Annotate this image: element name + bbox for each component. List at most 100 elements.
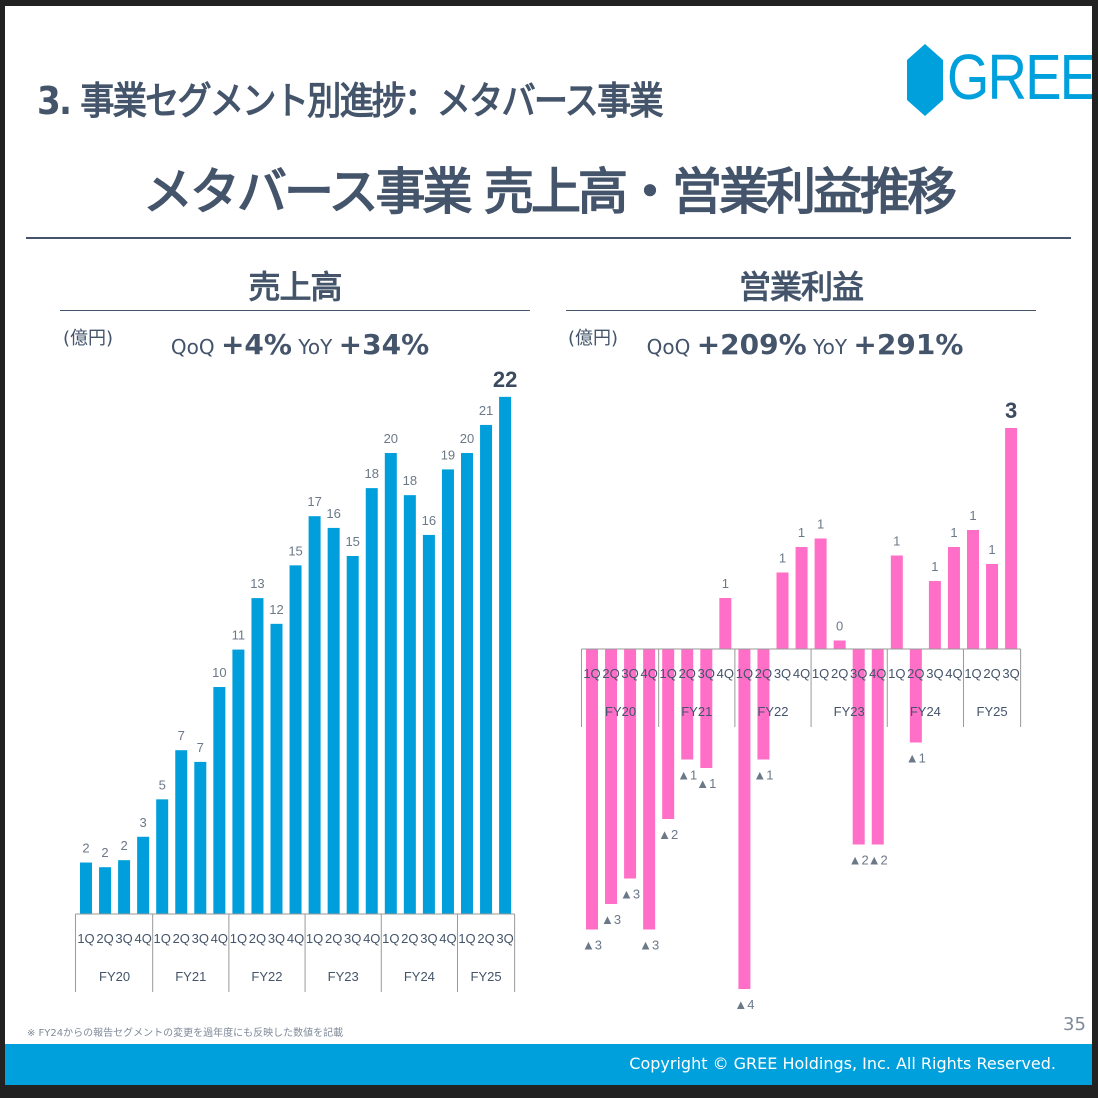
data-label: 1 [988,542,995,557]
fiscal-year-label: FY20 [605,704,636,719]
revenue-title-rule [60,310,530,311]
profit-unit: (億円) [568,328,619,349]
bar [403,495,416,914]
bar [289,565,302,914]
quarter-tick-label: 4Q [793,666,810,681]
quarter-tick-label: 1Q [888,666,905,681]
page-number: 35 [1063,1014,1086,1035]
quarter-tick-label: 4Q [134,931,151,946]
quarter-tick-label: 4Q [363,931,380,946]
data-label: 2 [120,838,127,853]
data-label: 3 [1005,398,1017,423]
fiscal-year-label: FY22 [757,704,788,719]
data-label: 1 [950,525,957,540]
data-label: ▲1 [696,776,716,791]
data-label: 7 [197,740,204,755]
quarter-tick-label: 2Q [477,931,494,946]
bar [890,555,903,649]
quarter-tick-label: 3Q [496,931,513,946]
quarter-tick-label: 2Q [983,666,1000,681]
page-title: メタバース事業 売上高・営業利益推移 [143,163,957,221]
data-label: ▲3 [639,938,659,953]
bar [643,649,656,930]
bar [871,649,884,845]
data-label: ▲1 [906,751,926,766]
copyright: Copyright © GREE Holdings, Inc. All Righ… [629,1054,1056,1073]
fiscal-year-label: FY20 [99,969,130,984]
bar [365,488,378,914]
bar [986,564,999,649]
data-label: 1 [798,525,805,540]
quarter-tick-label: 4Q [717,666,734,681]
qoq-value: +209% [696,328,807,361]
bar [662,649,675,819]
quarter-tick-label: 4Q [945,666,962,681]
data-label: 16 [422,513,436,528]
quarter-tick-label: 1Q [660,666,677,681]
bar [232,649,245,914]
quarter-tick-label: 2Q [602,666,619,681]
slide: 3. 事業セグメント別進捗：メタバース事業 GREE メタバース事業 売上高・営… [5,6,1092,1085]
quarter-tick-label: 2Q [96,931,113,946]
bar [118,860,131,914]
quarter-tick-label: 3Q [621,666,638,681]
quarter-tick-label: 3Q [1002,666,1019,681]
quarter-tick-label: 2Q [401,931,418,946]
data-label: 22 [493,367,517,392]
bar [833,640,846,649]
bar [461,453,473,914]
footnote: ※ FY24からの報告セグメントの変更を過年度にも反映した数値を記載 [27,1028,344,1039]
data-label: ▲3 [582,938,602,953]
qoq-value: +4% [220,328,292,361]
data-label: 12 [269,602,283,617]
yoy-value: +34% [338,328,430,361]
data-label: ▲2 [868,853,888,868]
bar [852,649,865,845]
fiscal-year-label: FY21 [681,704,712,719]
quarter-tick-label: 4Q [439,931,456,946]
profit-chart-title: 営業利益 [738,268,864,306]
bar [251,598,264,914]
quarter-tick-label: 2Q [249,931,266,946]
hexagon-logo-icon [907,44,943,116]
data-label: 1 [969,508,976,523]
data-label: ▲2 [849,853,869,868]
data-label: 18 [365,466,379,481]
quarter-tick-label: 3Q [268,931,285,946]
bar [308,516,321,914]
quarter-tick-label: 2Q [325,931,342,946]
bar [156,799,169,914]
quarter-tick-label: 3Q [115,931,132,946]
fiscal-year-label: FY25 [977,704,1008,719]
bar [213,687,226,914]
data-label: ▲1 [677,768,697,783]
quarter-tick-label: 3Q [344,931,361,946]
data-label: 1 [893,534,900,549]
footer-bar: Copyright © GREE Holdings, Inc. All Righ… [5,1044,1092,1085]
section-title: 3. 事業セグメント別進捗：メタバース事業 [37,79,664,123]
quarter-tick-label: 3Q [192,931,209,946]
data-label: 20 [384,431,398,446]
data-label: 5 [159,777,166,792]
quarter-tick-label: 4Q [211,931,228,946]
profit-growth: QoQ +209% YoY +291% [630,328,980,361]
data-label: 7 [178,728,185,743]
data-label: 11 [232,628,246,643]
bar [967,530,979,649]
quarter-tick-label: 1Q [77,931,94,946]
bar [1005,428,1018,649]
bar [738,649,751,989]
fiscal-year-label: FY24 [910,704,941,719]
quarter-tick-label: 3Q [850,666,867,681]
quarter-tick-label: 2Q [907,666,924,681]
yoy-label: YoY [813,335,848,359]
data-label: 15 [288,543,302,558]
bar [681,649,694,760]
bar [757,649,770,760]
quarter-tick-label: 1Q [583,666,600,681]
data-label: 3 [140,815,147,830]
quarter-tick-label: 1Q [458,931,475,946]
data-label: 15 [345,534,359,549]
bar [270,623,283,914]
quarter-tick-label: 3Q [420,931,437,946]
